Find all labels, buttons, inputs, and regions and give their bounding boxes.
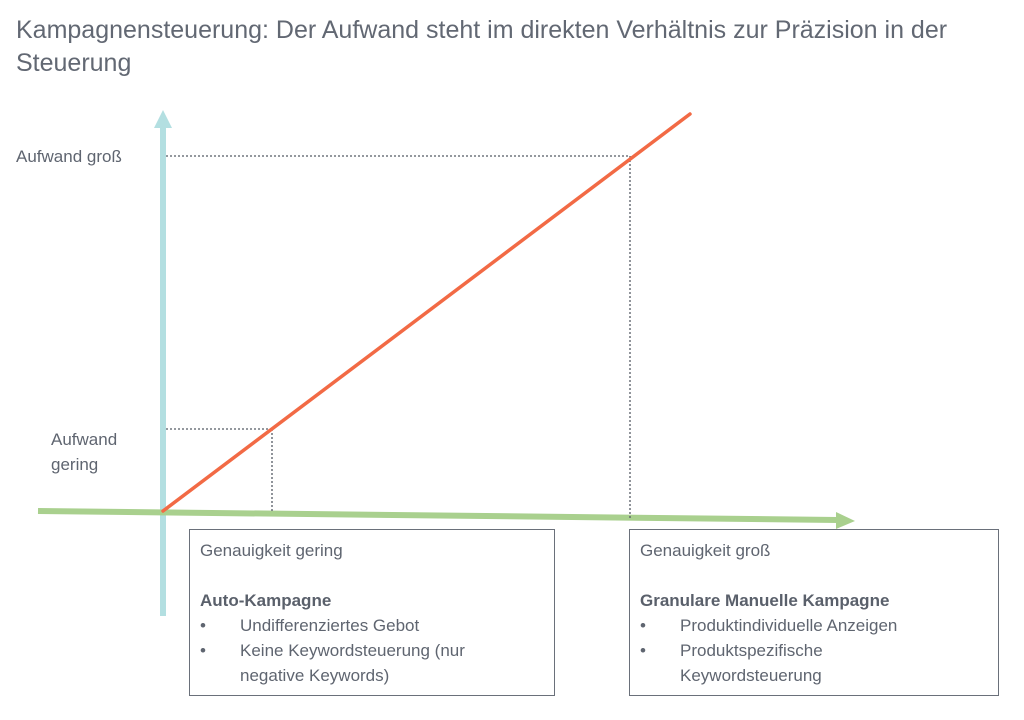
bullet-list: Produktindividuelle Anzeigen Produktspez… bbox=[640, 613, 988, 688]
x-axis bbox=[37, 508, 855, 529]
label-effort-low-1: Aufwand bbox=[51, 430, 118, 449]
box-subtitle: Auto-Kampagne bbox=[200, 591, 332, 610]
box-header: Genauigkeit gering bbox=[200, 541, 343, 560]
list-item: Produktspezifische Keywordsteuerung bbox=[640, 638, 880, 688]
effort-line bbox=[161, 112, 692, 513]
guide-lines bbox=[166, 155, 631, 519]
box-header: Genauigkeit groß bbox=[640, 541, 771, 560]
y-axis bbox=[154, 110, 172, 616]
bullet-list: Undifferenziertes Gebot Keine Keywordste… bbox=[200, 613, 544, 688]
list-item: Produktindividuelle Anzeigen bbox=[640, 613, 988, 638]
y-axis-arrow-icon bbox=[154, 110, 172, 128]
box-subtitle: Granulare Manuelle Kampagne bbox=[640, 591, 890, 610]
label-effort-low-2: gering bbox=[51, 455, 99, 474]
list-item: Undifferenziertes Gebot bbox=[200, 613, 544, 638]
list-item: Keine Keywordsteuerung (nur negative Key… bbox=[200, 638, 530, 688]
box-high-precision: Genauigkeit groß Granulare Manuelle Kamp… bbox=[629, 529, 999, 696]
label-effort-high: Aufwand groß bbox=[16, 147, 122, 166]
box-low-precision: Genauigkeit gering Auto-Kampagne Undiffe… bbox=[189, 529, 555, 696]
x-axis-arrow-icon bbox=[836, 512, 855, 529]
page-title: Kampagnensteuerung: Der Aufwand steht im… bbox=[16, 16, 948, 77]
